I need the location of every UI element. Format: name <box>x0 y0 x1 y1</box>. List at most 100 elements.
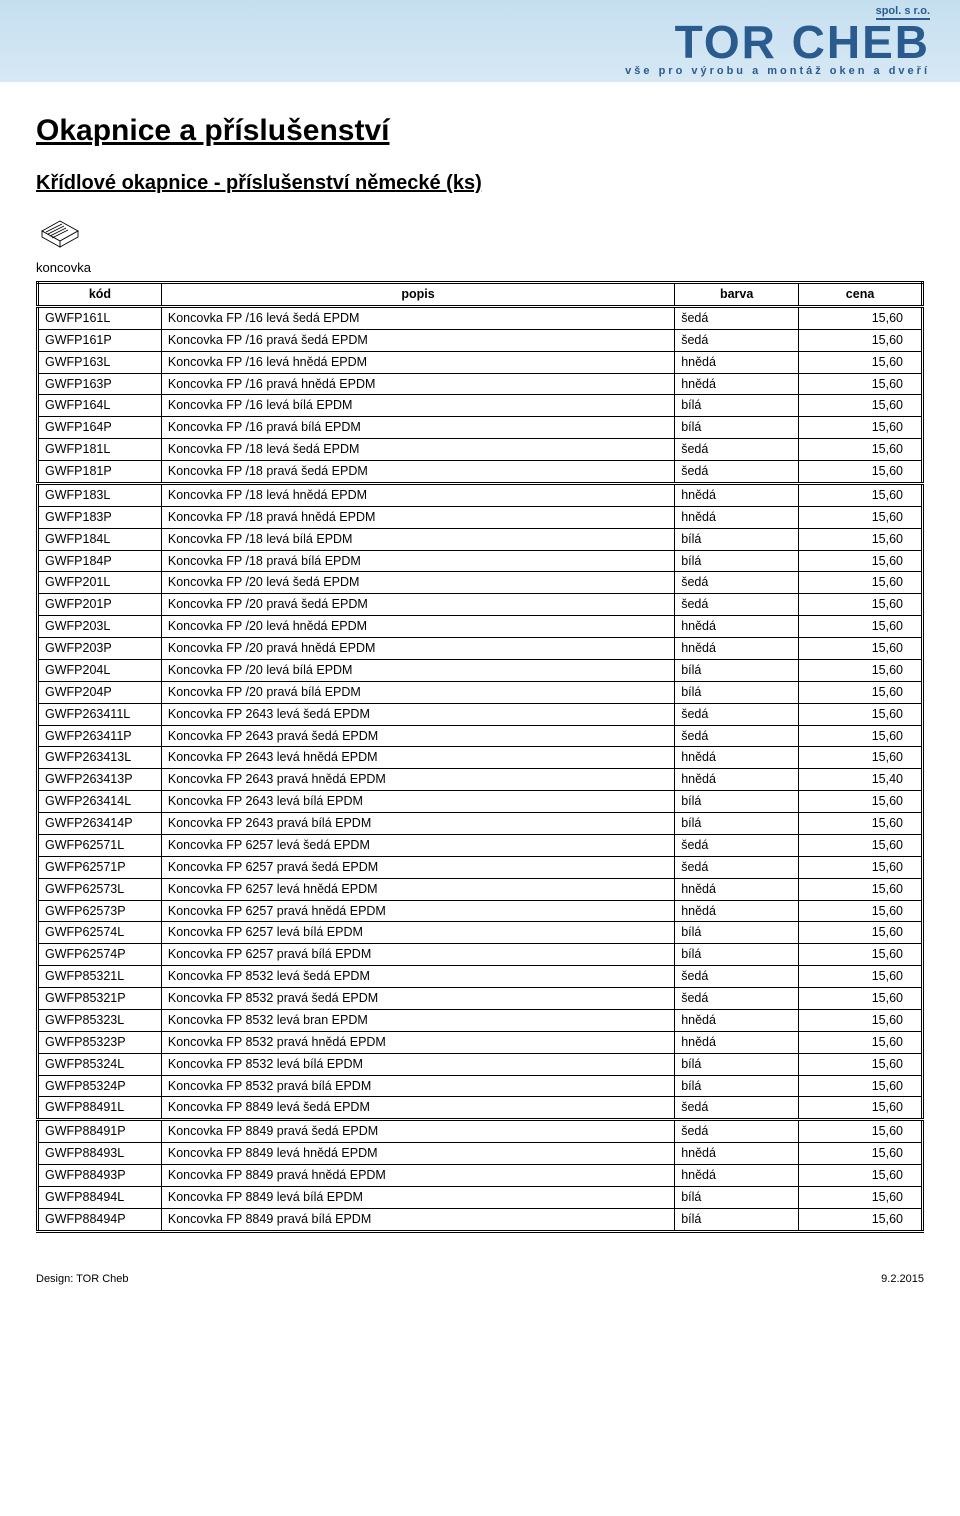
table-row: GWFP184LKoncovka FP /18 levá bílá EPDMbí… <box>38 528 923 550</box>
cell-cena: 15,60 <box>799 329 923 351</box>
table-row: GWFP181LKoncovka FP /18 levá šedá EPDMše… <box>38 439 923 461</box>
table-row: GWFP85324PKoncovka FP 8532 pravá bílá EP… <box>38 1075 923 1097</box>
table-row: GWFP204LKoncovka FP /20 levá bílá EPDMbí… <box>38 659 923 681</box>
cell-popis: Koncovka FP /20 pravá bílá EPDM <box>161 681 674 703</box>
cell-popis: Koncovka FP 6257 pravá šedá EPDM <box>161 856 674 878</box>
table-row: GWFP181PKoncovka FP /18 pravá šedá EPDMš… <box>38 461 923 484</box>
table-row: GWFP201LKoncovka FP /20 levá šedá EPDMše… <box>38 572 923 594</box>
page-subtitle: Křídlové okapnice - příslušenství německ… <box>36 172 924 195</box>
section-label: koncovka <box>36 260 924 275</box>
col-header-popis: popis <box>161 283 674 307</box>
table-row: GWFP203PKoncovka FP /20 pravá hnědá EPDM… <box>38 638 923 660</box>
cell-cena: 15,60 <box>799 878 923 900</box>
cell-cena: 15,60 <box>799 681 923 703</box>
cell-kod: GWFP263414L <box>38 791 162 813</box>
table-group: GWFP161LKoncovka FP /16 levá šedá EPDMše… <box>38 306 923 483</box>
cell-kod: GWFP62573L <box>38 878 162 900</box>
table-row: GWFP164LKoncovka FP /16 levá bílá EPDMbí… <box>38 395 923 417</box>
cell-popis: Koncovka FP 2643 levá hnědá EPDM <box>161 747 674 769</box>
table-header-row: kód popis barva cena <box>38 283 923 307</box>
cell-kod: GWFP161L <box>38 306 162 329</box>
table-row: GWFP263413LKoncovka FP 2643 levá hnědá E… <box>38 747 923 769</box>
cell-cena: 15,60 <box>799 659 923 681</box>
cell-popis: Koncovka FP 2643 pravá šedá EPDM <box>161 725 674 747</box>
cell-popis: Koncovka FP /18 levá šedá EPDM <box>161 439 674 461</box>
cell-popis: Koncovka FP 8532 levá bílá EPDM <box>161 1053 674 1075</box>
table-group: GWFP183LKoncovka FP /18 levá hnědá EPDMh… <box>38 483 923 1119</box>
cell-cena: 15,60 <box>799 1165 923 1187</box>
cell-barva: hnědá <box>675 1165 799 1187</box>
cell-kod: GWFP85323P <box>38 1031 162 1053</box>
logo-name: TOR CHEB <box>675 22 930 63</box>
table-row: GWFP263413PKoncovka FP 2643 pravá hnědá … <box>38 769 923 791</box>
cell-cena: 15,60 <box>799 900 923 922</box>
cell-cena: 15,60 <box>799 944 923 966</box>
cell-cena: 15,60 <box>799 1120 923 1143</box>
table-row: GWFP85323PKoncovka FP 8532 pravá hnědá E… <box>38 1031 923 1053</box>
table-row: GWFP62573LKoncovka FP 6257 levá hnědá EP… <box>38 878 923 900</box>
table-row: GWFP88494LKoncovka FP 8849 levá bílá EPD… <box>38 1186 923 1208</box>
cell-popis: Koncovka FP /20 levá hnědá EPDM <box>161 616 674 638</box>
cell-cena: 15,60 <box>799 1143 923 1165</box>
table-row: GWFP62573PKoncovka FP 6257 pravá hnědá E… <box>38 900 923 922</box>
cell-cena: 15,60 <box>799 1097 923 1120</box>
table-row: GWFP263411LKoncovka FP 2643 levá šedá EP… <box>38 703 923 725</box>
cell-cena: 15,60 <box>799 813 923 835</box>
cell-kod: GWFP204P <box>38 681 162 703</box>
cell-cena: 15,60 <box>799 351 923 373</box>
cell-cena: 15,60 <box>799 966 923 988</box>
cell-kod: GWFP263414P <box>38 813 162 835</box>
cell-popis: Koncovka FP /20 levá šedá EPDM <box>161 572 674 594</box>
cell-barva: bílá <box>675 944 799 966</box>
cell-popis: Koncovka FP 8532 levá bran EPDM <box>161 1009 674 1031</box>
cell-cena: 15,60 <box>799 834 923 856</box>
cell-barva: hnědá <box>675 878 799 900</box>
cell-barva: bílá <box>675 1186 799 1208</box>
cell-popis: Koncovka FP 8532 pravá šedá EPDM <box>161 988 674 1010</box>
cell-barva: hnědá <box>675 1143 799 1165</box>
cell-popis: Koncovka FP 8849 pravá bílá EPDM <box>161 1208 674 1231</box>
cell-cena: 15,60 <box>799 638 923 660</box>
cell-cena: 15,60 <box>799 1053 923 1075</box>
footer-left: Design: TOR Cheb <box>36 1273 129 1285</box>
table-row: GWFP203LKoncovka FP /20 levá hnědá EPDMh… <box>38 616 923 638</box>
cell-cena: 15,60 <box>799 1031 923 1053</box>
cell-popis: Koncovka FP 8849 pravá šedá EPDM <box>161 1120 674 1143</box>
cell-popis: Koncovka FP 8532 pravá hnědá EPDM <box>161 1031 674 1053</box>
cell-kod: GWFP263411L <box>38 703 162 725</box>
cell-barva: bílá <box>675 528 799 550</box>
cell-kod: GWFP85324P <box>38 1075 162 1097</box>
cell-barva: hnědá <box>675 616 799 638</box>
product-icon-row <box>36 213 924 254</box>
table-row: GWFP88491LKoncovka FP 8849 levá šedá EPD… <box>38 1097 923 1120</box>
cell-popis: Koncovka FP /20 levá bílá EPDM <box>161 659 674 681</box>
cell-kod: GWFP184L <box>38 528 162 550</box>
cell-barva: hnědá <box>675 351 799 373</box>
cell-cena: 15,60 <box>799 725 923 747</box>
cell-kod: GWFP183P <box>38 506 162 528</box>
cell-kod: GWFP62574L <box>38 922 162 944</box>
table-row: GWFP62574LKoncovka FP 6257 levá bílá EPD… <box>38 922 923 944</box>
cell-cena: 15,60 <box>799 1208 923 1231</box>
cell-barva: bílá <box>675 550 799 572</box>
col-header-cena: cena <box>799 283 923 307</box>
cell-kod: GWFP88493L <box>38 1143 162 1165</box>
cell-kod: GWFP163P <box>38 373 162 395</box>
cell-popis: Koncovka FP /16 levá bílá EPDM <box>161 395 674 417</box>
cell-popis: Koncovka FP 8849 levá šedá EPDM <box>161 1097 674 1120</box>
cell-kod: GWFP85323L <box>38 1009 162 1031</box>
cell-popis: Koncovka FP /16 pravá šedá EPDM <box>161 329 674 351</box>
cell-barva: šedá <box>675 834 799 856</box>
cell-popis: Koncovka FP 6257 levá šedá EPDM <box>161 834 674 856</box>
cell-barva: šedá <box>675 329 799 351</box>
cell-popis: Koncovka FP 2643 levá šedá EPDM <box>161 703 674 725</box>
table-row: GWFP201PKoncovka FP /20 pravá šedá EPDMš… <box>38 594 923 616</box>
cell-barva: šedá <box>675 966 799 988</box>
cell-barva: bílá <box>675 1075 799 1097</box>
cell-cena: 15,60 <box>799 550 923 572</box>
table-row: GWFP163LKoncovka FP /16 levá hnědá EPDMh… <box>38 351 923 373</box>
table-row: GWFP184PKoncovka FP /18 pravá bílá EPDMb… <box>38 550 923 572</box>
table-row: GWFP263414LKoncovka FP 2643 levá bílá EP… <box>38 791 923 813</box>
col-header-barva: barva <box>675 283 799 307</box>
cell-barva: hnědá <box>675 483 799 506</box>
